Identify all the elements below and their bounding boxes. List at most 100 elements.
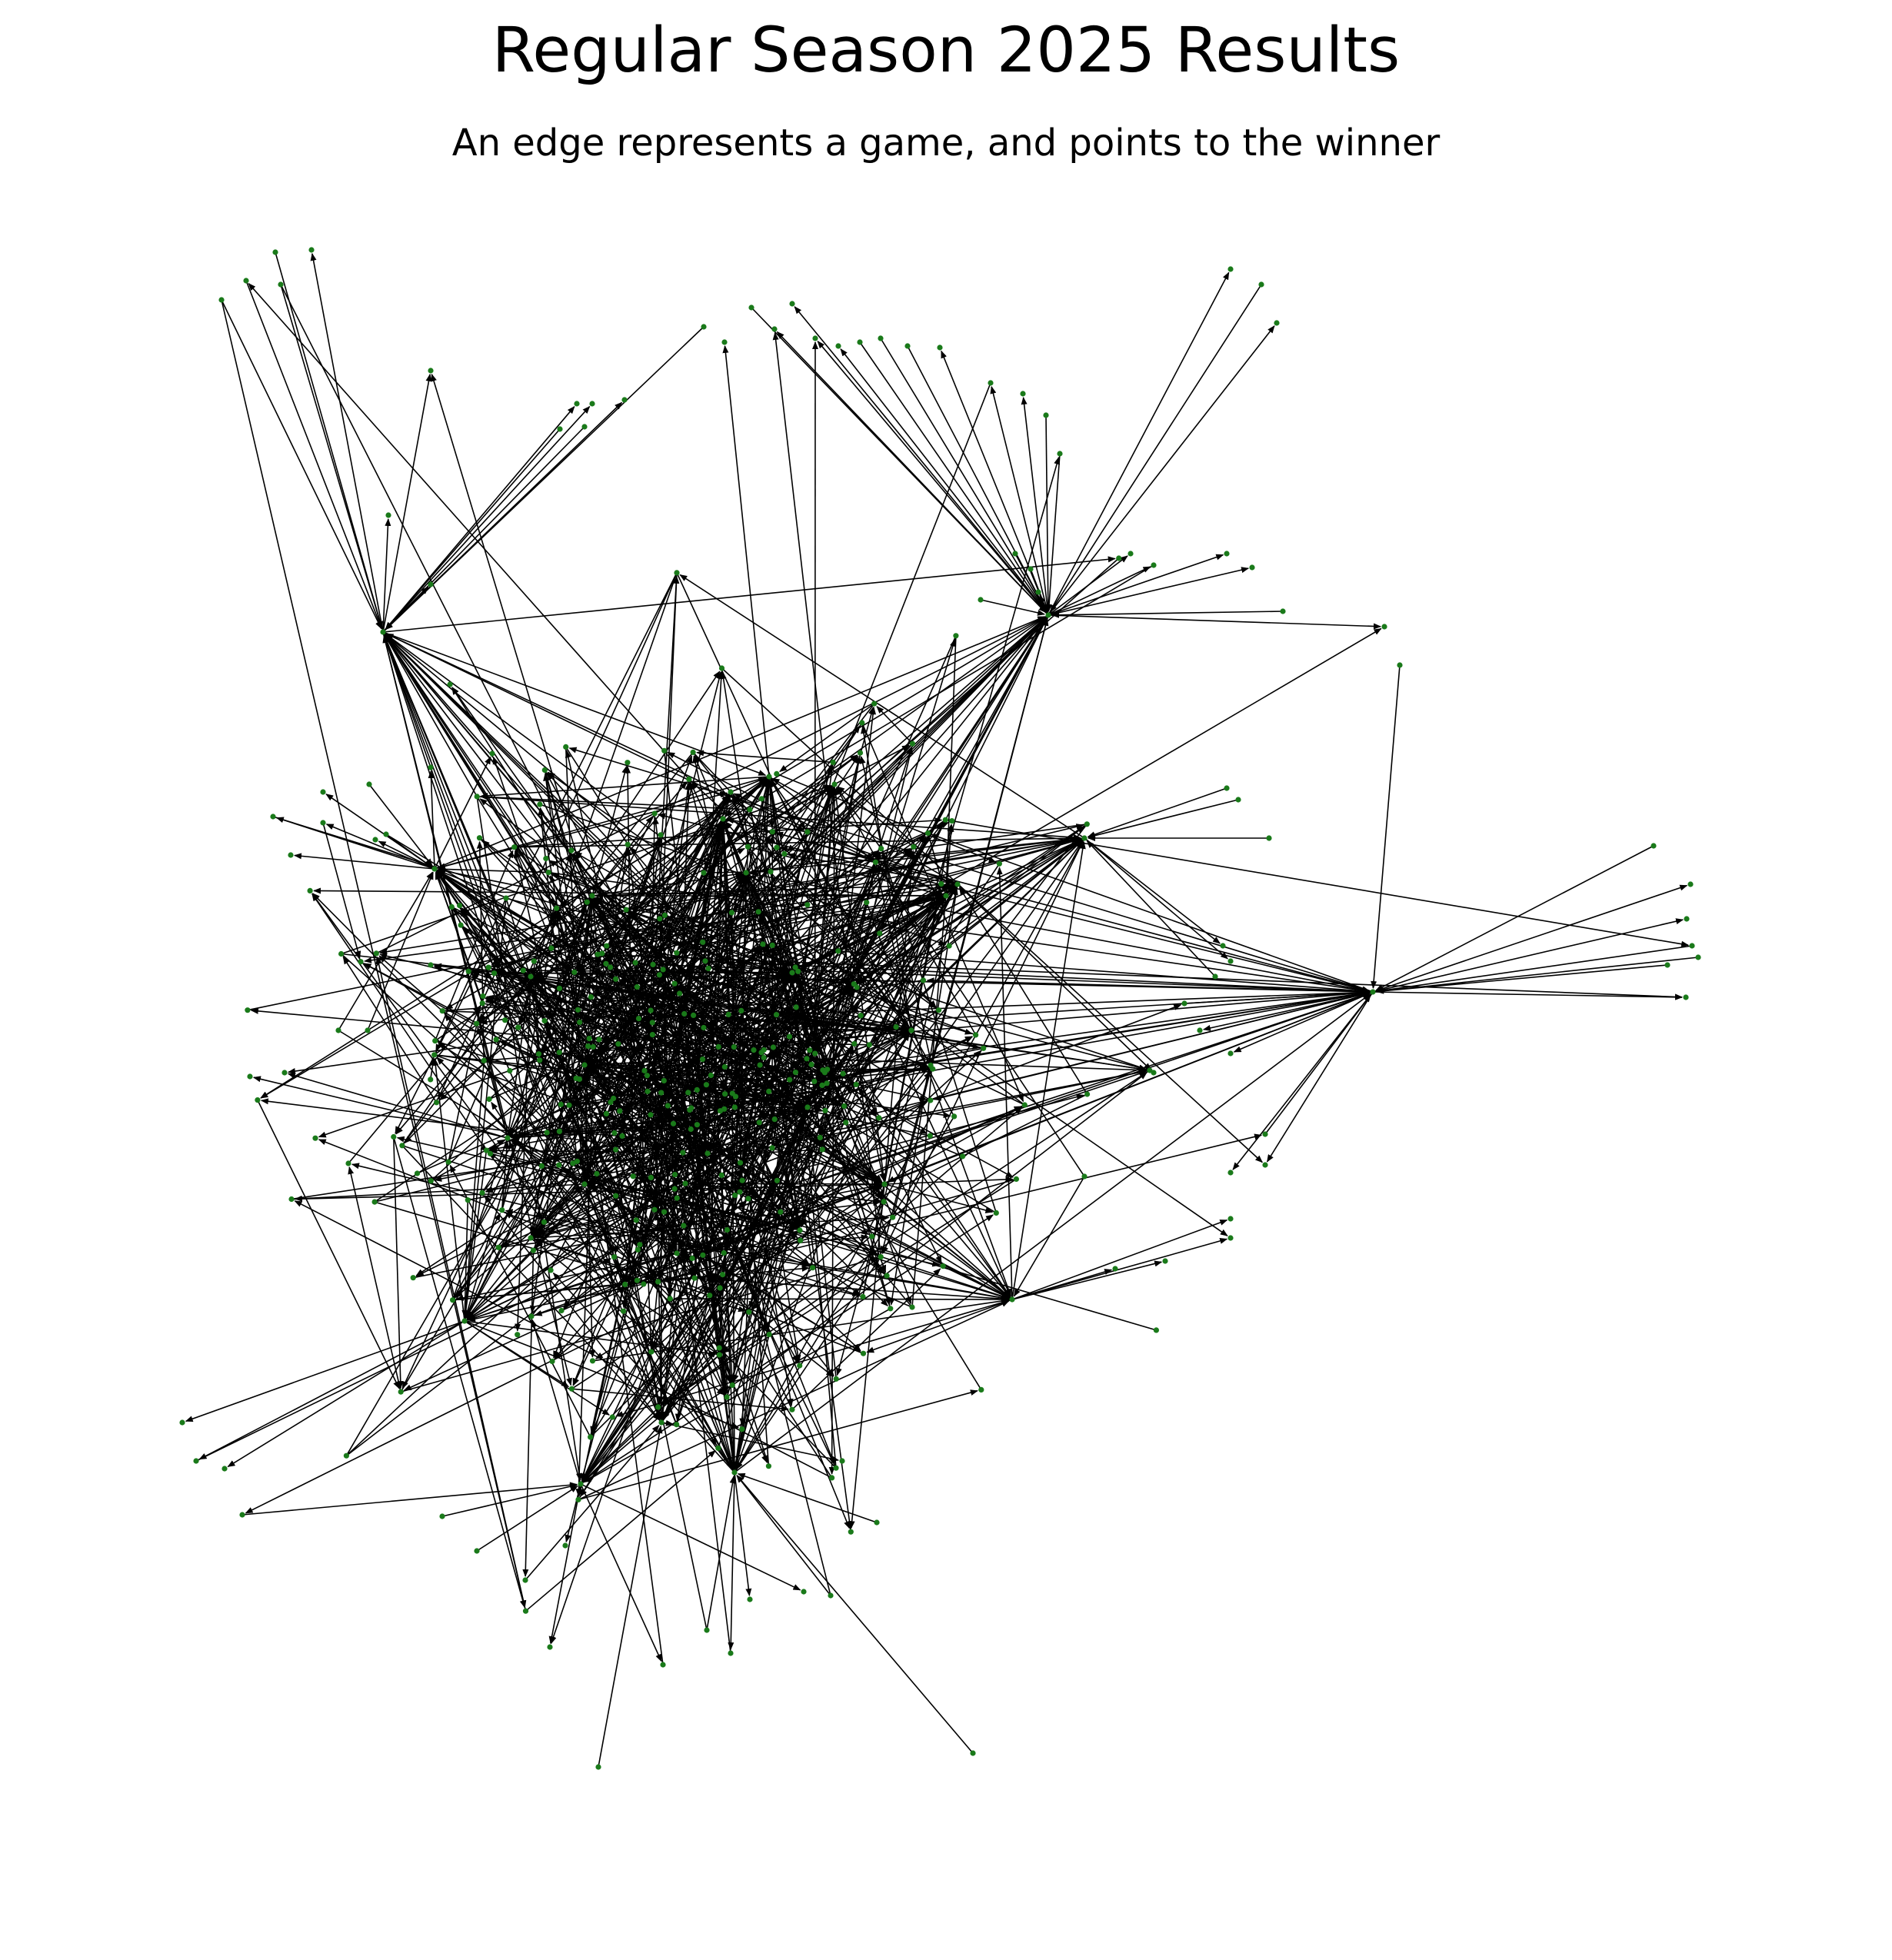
game-edge (382, 406, 575, 633)
game-edge (596, 1044, 764, 1059)
team-node (877, 930, 883, 937)
game-edge (592, 1046, 733, 1193)
game-edge (1087, 799, 1239, 839)
team-node (483, 1147, 490, 1153)
team-node (869, 1233, 875, 1240)
team-node (771, 1116, 778, 1123)
team-node (671, 1186, 678, 1192)
team-node (414, 1170, 421, 1176)
team-node (911, 844, 917, 850)
team-node (655, 1279, 661, 1285)
team-node (578, 1481, 584, 1487)
game-edge (705, 960, 821, 1068)
game-edge (434, 868, 583, 1063)
team-node (410, 1275, 416, 1281)
team-node (909, 740, 916, 747)
game-edge (294, 853, 435, 870)
game-edge (434, 616, 1046, 870)
game-edge (1048, 567, 1250, 616)
game-edge (726, 1072, 1148, 1398)
team-node (1084, 821, 1090, 827)
game-edge (1048, 554, 1224, 616)
game-edge (832, 725, 861, 763)
team-node (570, 1160, 576, 1166)
game-edge (1375, 845, 1654, 991)
team-node (765, 1463, 772, 1469)
team-node (495, 1244, 501, 1250)
team-node (657, 916, 663, 922)
game-edge (1039, 594, 1049, 616)
team-node (1212, 973, 1218, 980)
game-edge (702, 993, 1371, 1256)
game-edge (1051, 611, 1284, 618)
game-edge (720, 826, 1085, 1112)
team-node (535, 1051, 542, 1057)
team-node (272, 249, 278, 255)
game-edge (438, 866, 549, 874)
team-node (701, 870, 707, 876)
game-edge (544, 1221, 1010, 1301)
game-edge (592, 1035, 870, 1046)
game-edge (1084, 837, 1221, 944)
team-node (924, 830, 931, 837)
game-edge (608, 943, 764, 1112)
team-node (661, 747, 668, 754)
game-edge (1086, 840, 1216, 977)
team-node (448, 903, 455, 910)
team-node (589, 893, 595, 899)
team-node (588, 1434, 594, 1440)
team-node (757, 1062, 763, 1068)
game-edge (548, 703, 875, 1130)
team-node (1227, 1216, 1234, 1222)
team-node (1235, 797, 1241, 803)
team-node (835, 948, 841, 954)
team-node (795, 968, 801, 974)
game-edge (385, 633, 751, 810)
game-edge (374, 1201, 746, 1313)
game-edge (471, 973, 722, 1176)
game-edge (382, 405, 591, 633)
team-node (556, 985, 563, 991)
game-edge (817, 991, 1374, 1083)
game-edge (661, 1178, 1017, 1282)
team-node (245, 1007, 251, 1013)
team-node (874, 1519, 880, 1526)
game-edge (449, 1164, 591, 1438)
game-edge (572, 911, 759, 1386)
team-node (661, 1209, 668, 1215)
game-edge (401, 1052, 560, 1389)
game-edge (621, 1034, 654, 1309)
game-edge (747, 786, 832, 847)
team-node (853, 1081, 859, 1087)
team-node (804, 829, 811, 835)
team-node (1695, 954, 1701, 960)
team-node (1020, 391, 1026, 397)
team-node (830, 759, 836, 766)
team-node (1081, 1173, 1088, 1180)
team-node (599, 950, 605, 957)
game-edge (612, 834, 771, 1099)
team-node (1683, 994, 1689, 1000)
team-node (479, 1190, 485, 1196)
team-node (691, 1012, 697, 1018)
team-node (609, 1414, 615, 1420)
game-edge (660, 1256, 881, 1406)
team-node (1684, 916, 1690, 922)
team-node (722, 1091, 728, 1097)
game-edge (514, 847, 733, 1105)
game-edge (638, 1017, 804, 1060)
team-node (701, 324, 707, 330)
team-node (648, 1112, 654, 1118)
team-node (595, 951, 601, 957)
team-node (909, 1304, 915, 1310)
team-node (660, 1662, 666, 1668)
team-node (690, 749, 696, 756)
team-node (660, 967, 666, 973)
team-node (839, 1458, 845, 1464)
game-edge (488, 952, 836, 1100)
game-edge (280, 284, 383, 630)
game-edge (1376, 957, 1699, 994)
game-edge (598, 1425, 663, 1768)
team-node (888, 1306, 894, 1312)
game-edge (580, 1349, 718, 1485)
